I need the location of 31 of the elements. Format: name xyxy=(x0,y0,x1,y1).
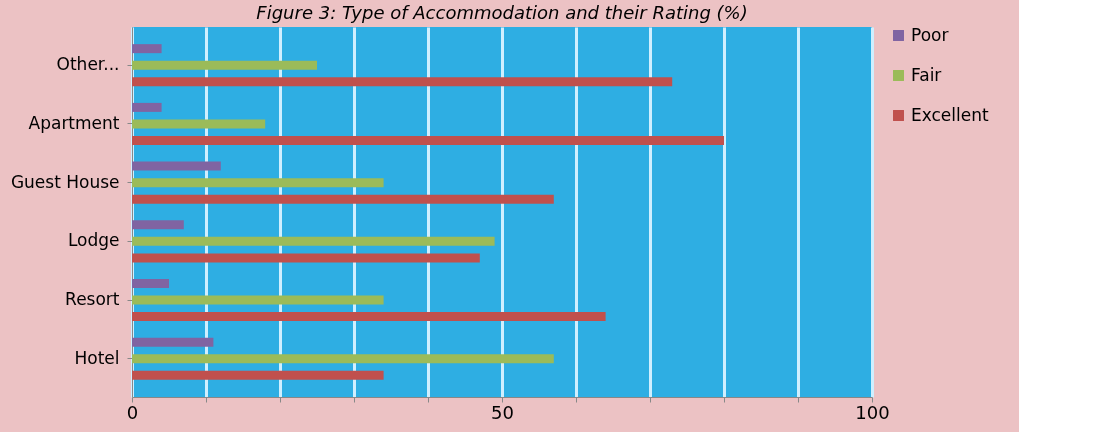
bar xyxy=(132,279,169,289)
bar xyxy=(132,312,606,322)
bar xyxy=(132,44,162,54)
bar xyxy=(132,77,673,87)
bar xyxy=(132,354,554,364)
legend-label: Fair xyxy=(911,64,942,85)
chart-title: Figure 3: Type of Accommodation and their Rating (%) xyxy=(256,2,748,23)
bar xyxy=(132,194,554,204)
legend-label: Excellent xyxy=(911,104,989,125)
x-tick-label: 100 xyxy=(855,401,890,423)
bar xyxy=(132,370,384,380)
y-tick-label: Hotel xyxy=(74,347,120,368)
x-tick-label: 0 xyxy=(126,401,139,423)
legend-label: Poor xyxy=(911,24,949,45)
bar xyxy=(132,102,162,112)
bar xyxy=(132,161,221,171)
x-tick-label: 50 xyxy=(491,401,514,423)
bar xyxy=(132,337,214,347)
bar xyxy=(132,220,184,230)
y-tick-label: Lodge xyxy=(67,230,120,251)
bar xyxy=(132,236,495,246)
bar xyxy=(132,178,384,188)
y-tick-label: Apartment xyxy=(28,112,120,133)
bar xyxy=(132,119,266,129)
y-tick-label: Other... xyxy=(56,54,120,75)
bar xyxy=(132,295,384,305)
bar xyxy=(132,135,724,145)
y-tick-label: Resort xyxy=(65,289,120,310)
bar xyxy=(132,60,317,70)
y-tick-label: Guest House xyxy=(10,171,120,192)
bar xyxy=(132,253,480,263)
